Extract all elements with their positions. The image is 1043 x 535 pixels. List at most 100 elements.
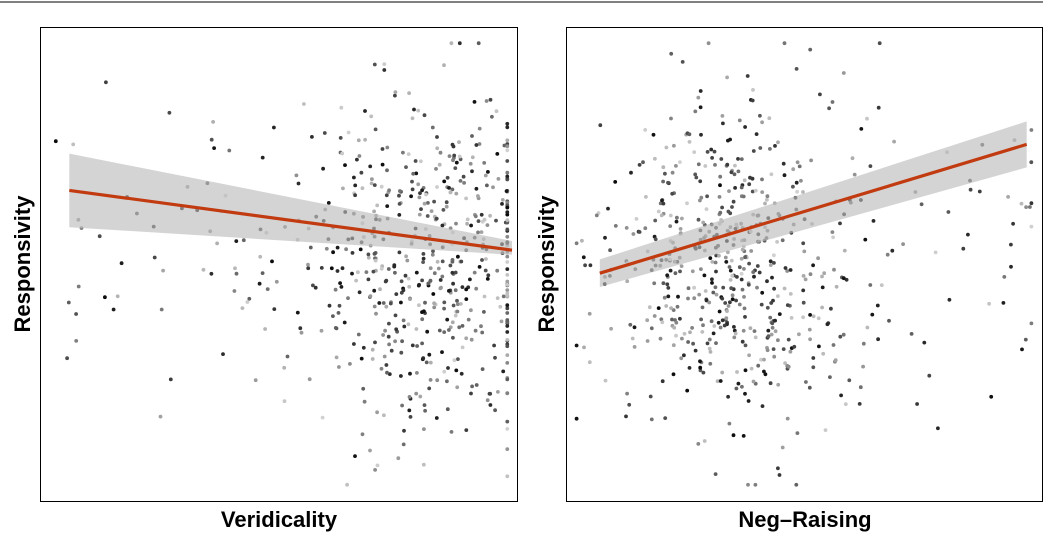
data-point	[707, 346, 712, 351]
data-point	[434, 216, 439, 221]
data-point	[370, 177, 374, 182]
data-point	[661, 179, 665, 184]
data-point	[588, 263, 593, 268]
data-point	[742, 295, 746, 299]
data-point	[505, 338, 510, 342]
data-point	[765, 348, 770, 353]
data-point	[435, 259, 440, 264]
data-point	[468, 277, 472, 282]
data-point	[161, 268, 166, 273]
data-point	[700, 305, 705, 310]
data-point	[434, 416, 439, 420]
data-point	[505, 311, 510, 315]
data-point	[685, 201, 689, 206]
data-point	[865, 116, 869, 121]
data-point	[773, 144, 777, 148]
data-point	[359, 356, 364, 361]
data-point	[688, 330, 692, 335]
data-point	[737, 265, 742, 270]
data-point	[505, 324, 510, 328]
data-point	[375, 463, 380, 468]
data-point	[505, 273, 510, 277]
data-point	[823, 428, 828, 432]
data-point	[487, 391, 492, 396]
data-point	[742, 306, 747, 311]
data-point	[707, 337, 712, 342]
data-point	[491, 185, 495, 190]
data-point	[401, 288, 406, 293]
data-point	[664, 304, 669, 308]
data-point	[465, 217, 470, 222]
data-point	[715, 379, 720, 384]
scatter-points	[53, 41, 510, 487]
data-point	[723, 301, 728, 305]
data-point	[505, 474, 510, 479]
data-point	[421, 462, 426, 467]
data-point	[968, 187, 973, 192]
data-point	[74, 339, 79, 343]
data-point	[808, 272, 813, 277]
data-point	[594, 213, 599, 218]
data-point	[387, 188, 391, 193]
data-point	[482, 217, 487, 222]
data-point	[397, 213, 402, 217]
data-point	[743, 315, 747, 319]
data-point	[785, 303, 790, 307]
data-point	[701, 323, 705, 328]
data-point	[485, 223, 490, 228]
data-point	[705, 194, 709, 199]
data-point	[421, 356, 426, 361]
data-point	[698, 198, 702, 203]
data-point	[385, 204, 390, 209]
data-point	[625, 391, 629, 396]
data-point	[404, 165, 408, 170]
data-point	[340, 266, 345, 271]
data-point	[397, 193, 401, 198]
data-point	[432, 301, 436, 306]
data-point	[442, 300, 447, 305]
data-point	[783, 361, 787, 365]
data-point	[435, 185, 439, 189]
data-point	[53, 139, 58, 144]
data-point	[480, 330, 485, 335]
data-point	[421, 260, 425, 264]
data-point	[432, 305, 437, 310]
data-point	[397, 250, 402, 255]
data-point	[253, 378, 258, 383]
data-point	[716, 320, 721, 325]
data-point	[483, 268, 488, 273]
data-point	[360, 432, 365, 437]
data-point	[335, 269, 340, 273]
data-point	[816, 316, 821, 321]
data-point	[708, 350, 713, 354]
data-point	[505, 260, 510, 264]
data-point	[449, 41, 454, 46]
data-point	[756, 363, 761, 368]
data-point	[505, 210, 510, 215]
data-point	[260, 155, 265, 160]
data-point	[400, 403, 404, 408]
data-point	[451, 335, 455, 340]
data-point	[410, 179, 414, 184]
data-point	[672, 143, 676, 148]
data-point	[670, 170, 675, 175]
data-point	[505, 205, 510, 210]
data-point	[421, 252, 426, 256]
data-point	[410, 187, 415, 192]
data-point	[385, 145, 390, 150]
data-point	[201, 267, 206, 272]
data-point	[811, 314, 816, 319]
data-point	[320, 415, 325, 420]
data-point	[714, 269, 718, 274]
data-point	[457, 41, 462, 46]
data-point	[416, 182, 421, 187]
data-point	[247, 296, 252, 301]
data-point	[442, 369, 447, 374]
data-point	[352, 342, 356, 346]
data-point	[373, 468, 377, 472]
data-point	[693, 172, 698, 177]
data-point	[751, 149, 756, 153]
data-point	[841, 332, 846, 337]
data-point	[71, 142, 76, 147]
data-point	[348, 362, 352, 366]
